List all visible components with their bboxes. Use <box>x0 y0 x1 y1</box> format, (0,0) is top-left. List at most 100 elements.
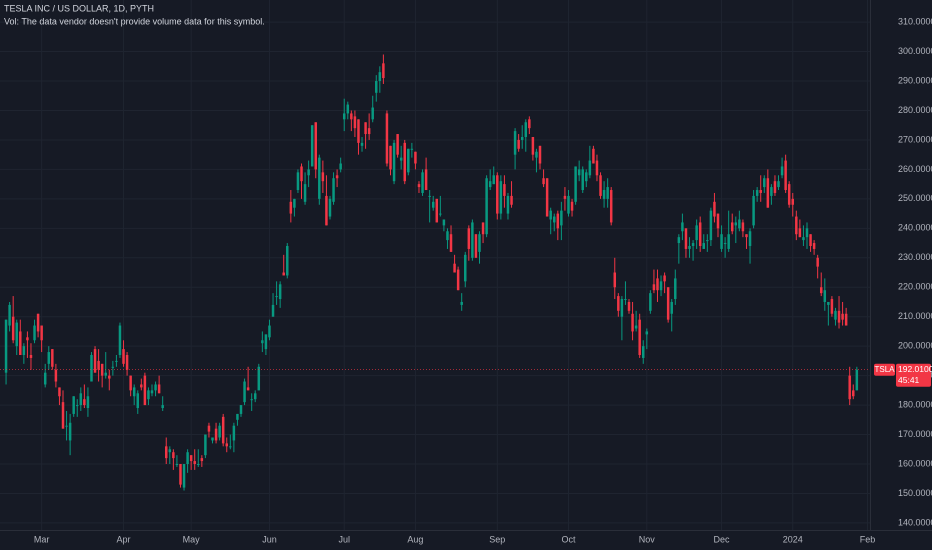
candle-body <box>834 310 837 320</box>
candle-body <box>221 416 225 444</box>
candle-body <box>154 384 157 391</box>
candle-body <box>399 157 403 161</box>
candle-body <box>759 190 762 193</box>
y-tick-label: 260.00000 <box>898 164 932 174</box>
candle-body <box>577 169 581 176</box>
y-tick-label: 210.00000 <box>898 311 932 321</box>
candle-body <box>342 113 346 120</box>
candle-body <box>275 296 278 298</box>
candle-body <box>830 299 834 314</box>
candle-body <box>421 172 424 193</box>
grid <box>0 0 870 530</box>
candle-body <box>442 219 446 226</box>
candle-body <box>819 287 823 294</box>
candle-body <box>33 325 36 341</box>
candle-body <box>592 148 595 164</box>
candle-body <box>464 254 467 282</box>
symbol-badge <box>874 363 895 376</box>
candle-body <box>111 366 115 368</box>
candle-body <box>805 228 809 238</box>
candle-body <box>624 299 627 301</box>
candle-body <box>496 175 499 214</box>
candle-body <box>674 278 677 300</box>
candle-body <box>104 372 107 376</box>
candle-body <box>232 425 236 441</box>
candle-body <box>339 163 342 170</box>
candle-body <box>207 425 211 432</box>
candle-body <box>609 190 613 223</box>
candle-body <box>246 387 250 391</box>
candle-body <box>837 310 841 323</box>
candle-body <box>770 187 773 196</box>
candle-body <box>741 222 745 232</box>
candle-body <box>371 107 374 120</box>
candle-body <box>510 195 513 205</box>
candle-body <box>852 390 855 397</box>
candle-body <box>332 178 335 202</box>
price-badge <box>896 363 931 387</box>
candle-body <box>236 413 239 420</box>
candle-body <box>90 355 93 382</box>
candle-body <box>585 172 588 182</box>
candle-body <box>748 231 752 246</box>
candle-body <box>649 293 652 311</box>
candle-body <box>467 228 471 249</box>
candle-body <box>784 160 787 191</box>
candle-body <box>727 234 730 249</box>
candle-body <box>147 390 150 400</box>
candle-body <box>681 222 684 232</box>
candle-body <box>713 201 716 217</box>
candle-body <box>663 275 666 282</box>
candle-body <box>499 181 503 214</box>
candle-body <box>65 425 68 427</box>
candle-body <box>79 393 83 406</box>
x-tick-label: Nov <box>639 534 656 544</box>
candle-body <box>328 198 332 217</box>
x-tick-label: Mar <box>34 534 50 544</box>
y-tick-label: 220.00000 <box>898 282 932 292</box>
candle-body <box>752 195 755 226</box>
y-tick-label: 230.00000 <box>898 252 932 262</box>
candle-body <box>606 187 609 199</box>
y-tick-label: 290.00000 <box>898 75 932 85</box>
candle-body <box>684 228 688 249</box>
candle-body <box>627 301 631 311</box>
candle-body <box>360 142 364 146</box>
candle-body <box>410 148 414 150</box>
candle-body <box>677 237 681 244</box>
y-tick-label: 270.00000 <box>898 134 932 144</box>
candle-body <box>72 396 75 414</box>
candle-body <box>58 387 61 397</box>
candle-body <box>424 169 428 191</box>
axes: 140.00000 150.00000 160.00000 170.00000 180.… <box>34 16 932 544</box>
candle-body <box>553 216 556 223</box>
candle-body <box>278 284 282 300</box>
x-tick-label: Jun <box>262 534 277 544</box>
candle-body <box>734 222 738 226</box>
candle-body <box>93 349 97 373</box>
candle-body <box>392 142 396 182</box>
candle-body <box>189 455 193 462</box>
candle-body <box>118 325 122 356</box>
candle-body <box>588 160 592 176</box>
candle-body <box>350 113 353 120</box>
candle-body <box>688 245 691 249</box>
candle-body <box>631 313 634 332</box>
candle-body <box>314 122 317 170</box>
candle-body <box>602 190 606 199</box>
candle-body <box>253 393 257 400</box>
candle-body <box>563 195 567 199</box>
candle-body <box>179 464 182 485</box>
x-tick-label: Aug <box>407 534 423 544</box>
candle-body <box>293 198 296 208</box>
candle-body <box>193 461 196 465</box>
candle-body <box>4 319 8 373</box>
candle-body <box>802 237 805 241</box>
candle-body <box>197 464 200 466</box>
candle-body <box>641 346 645 358</box>
candle-body <box>666 287 670 320</box>
candle-body <box>51 349 54 367</box>
candle-body <box>97 360 100 370</box>
candle-body <box>353 116 357 129</box>
candle-body <box>706 240 709 242</box>
